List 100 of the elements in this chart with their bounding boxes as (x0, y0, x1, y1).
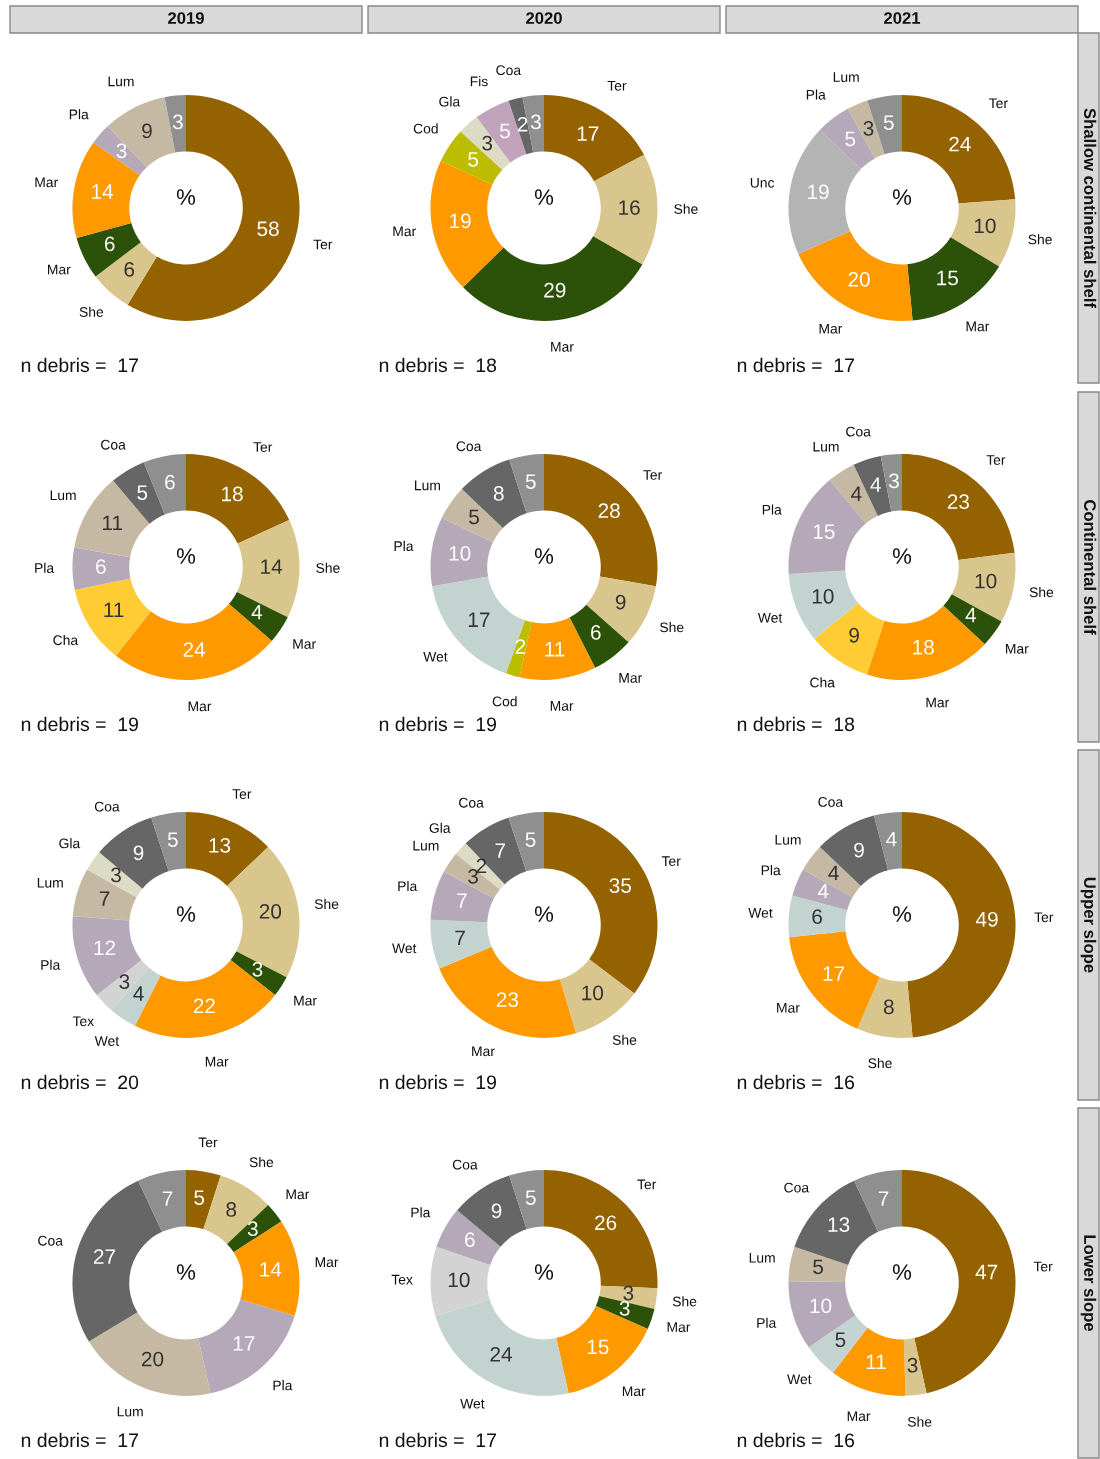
slice-label: Mar (847, 1411, 871, 1422)
slice-label: Pla (273, 1380, 293, 1391)
text: n debris = 16 (737, 1432, 855, 1448)
slice-label: She (1029, 586, 1054, 598)
data-label: 28 (598, 503, 620, 519)
data-label: 5 (167, 832, 178, 847)
data-label: 5 (525, 1190, 536, 1205)
slice-label: She (612, 1034, 637, 1045)
slice-label: Mar (35, 177, 58, 188)
data-label: 6 (104, 236, 115, 252)
data-label: 3 (863, 120, 874, 136)
slice-label: Mar (551, 342, 574, 352)
data-label: 4 (886, 832, 897, 847)
text: n debris = 17 (379, 1432, 496, 1448)
data-label: 3 (252, 961, 263, 977)
slice-label: She (314, 898, 339, 910)
slice-label: Cod (492, 696, 517, 707)
data-label: 17 (468, 612, 490, 627)
data-label: 9 (491, 1203, 502, 1219)
data-label: 7 (162, 1191, 173, 1206)
text: % (534, 548, 554, 564)
data-label: 3 (116, 143, 127, 159)
text: n debris = 19 (379, 1074, 496, 1090)
slice-label: Mar (294, 995, 317, 1006)
data-label: 22 (193, 998, 215, 1014)
slice-label: Coa (101, 439, 126, 450)
data-label: 5 (194, 1190, 205, 1205)
slice-label: Ter (232, 789, 252, 799)
data-label: 18 (222, 486, 243, 502)
slice-label: Ter (986, 455, 1006, 465)
slice-label: Ter (643, 470, 662, 480)
text: n debris = 17 (21, 357, 138, 373)
slice-label: Mar (315, 1257, 339, 1268)
data-label: 6 (465, 1232, 475, 1248)
slice-label: Lum (775, 835, 801, 845)
data-label: 13 (209, 837, 231, 853)
slice-label: Lum (37, 877, 63, 888)
slice-label: Mar (286, 1189, 310, 1200)
slice-label: Pla (398, 880, 418, 892)
data-label: 3 (247, 1221, 258, 1237)
slice-label: She (907, 1416, 932, 1427)
text: % (176, 1264, 196, 1280)
data-label: 7 (457, 893, 467, 908)
slice-label: Mar (926, 697, 950, 708)
data-label: 15 (937, 270, 958, 286)
slice-label: Lum (108, 76, 134, 87)
text: n debris = 19 (379, 716, 496, 732)
data-label: 11 (103, 515, 123, 531)
data-label: 58 (257, 221, 279, 237)
data-label: 3 (111, 867, 121, 883)
text: % (892, 906, 912, 922)
slice-label: She (868, 1057, 892, 1069)
slice-label: Mar (550, 701, 574, 711)
data-label: 17 (233, 1336, 255, 1351)
text: Upper slope (1080, 877, 1097, 973)
slice-label: Lum (415, 480, 440, 491)
slice-label: Cod (413, 123, 438, 134)
text: % (892, 548, 912, 564)
data-label: 4 (870, 477, 881, 492)
data-label: 10 (582, 985, 604, 1001)
data-label: 3 (530, 114, 541, 130)
slice-label: Gla (59, 838, 81, 849)
text: n debris = 17 (21, 1432, 138, 1448)
data-label: 5 (525, 474, 536, 489)
slice-label: Fis (470, 76, 488, 87)
slice-label: Pla (411, 1207, 431, 1218)
slice-label: Wet (94, 1036, 120, 1046)
slice-label: Cha (53, 634, 79, 646)
chart-title: 2021 (884, 12, 921, 24)
data-label: 10 (449, 546, 471, 561)
data-label: 3 (172, 114, 183, 130)
data-label: 24 (949, 136, 971, 152)
data-label: 4 (133, 986, 144, 1001)
data-label: 10 (448, 1272, 470, 1288)
text: % (176, 189, 196, 205)
data-label: 14 (261, 559, 283, 574)
text: Continental shelf (1084, 500, 1097, 635)
slice-label: Coa (459, 797, 484, 808)
data-label: 9 (854, 842, 864, 858)
chart-title: 2019 (168, 12, 204, 24)
slice-label: Mar (667, 1322, 691, 1333)
data-label: 3 (623, 1285, 634, 1301)
slice-label: Pla (757, 1317, 777, 1328)
data-label: 10 (974, 218, 996, 234)
data-label: 49 (975, 911, 998, 927)
slice-label: Mar (1006, 643, 1029, 654)
data-label: 8 (883, 999, 894, 1015)
slice-label: Mar (48, 264, 71, 275)
data-label: 6 (165, 474, 175, 490)
data-label: 18 (913, 639, 934, 655)
slice-label: Pla (806, 89, 826, 100)
slice-label: Pla (69, 109, 89, 120)
data-label: 5 (813, 1259, 823, 1275)
text: n debris = 16 (737, 1074, 855, 1090)
slice-label: Wet (787, 1374, 812, 1385)
slice-label: Mar (966, 321, 990, 332)
slice-label: Ter (637, 1179, 657, 1190)
data-label: 16 (619, 200, 640, 215)
data-label: 6 (591, 625, 601, 640)
data-label: 11 (104, 602, 124, 618)
